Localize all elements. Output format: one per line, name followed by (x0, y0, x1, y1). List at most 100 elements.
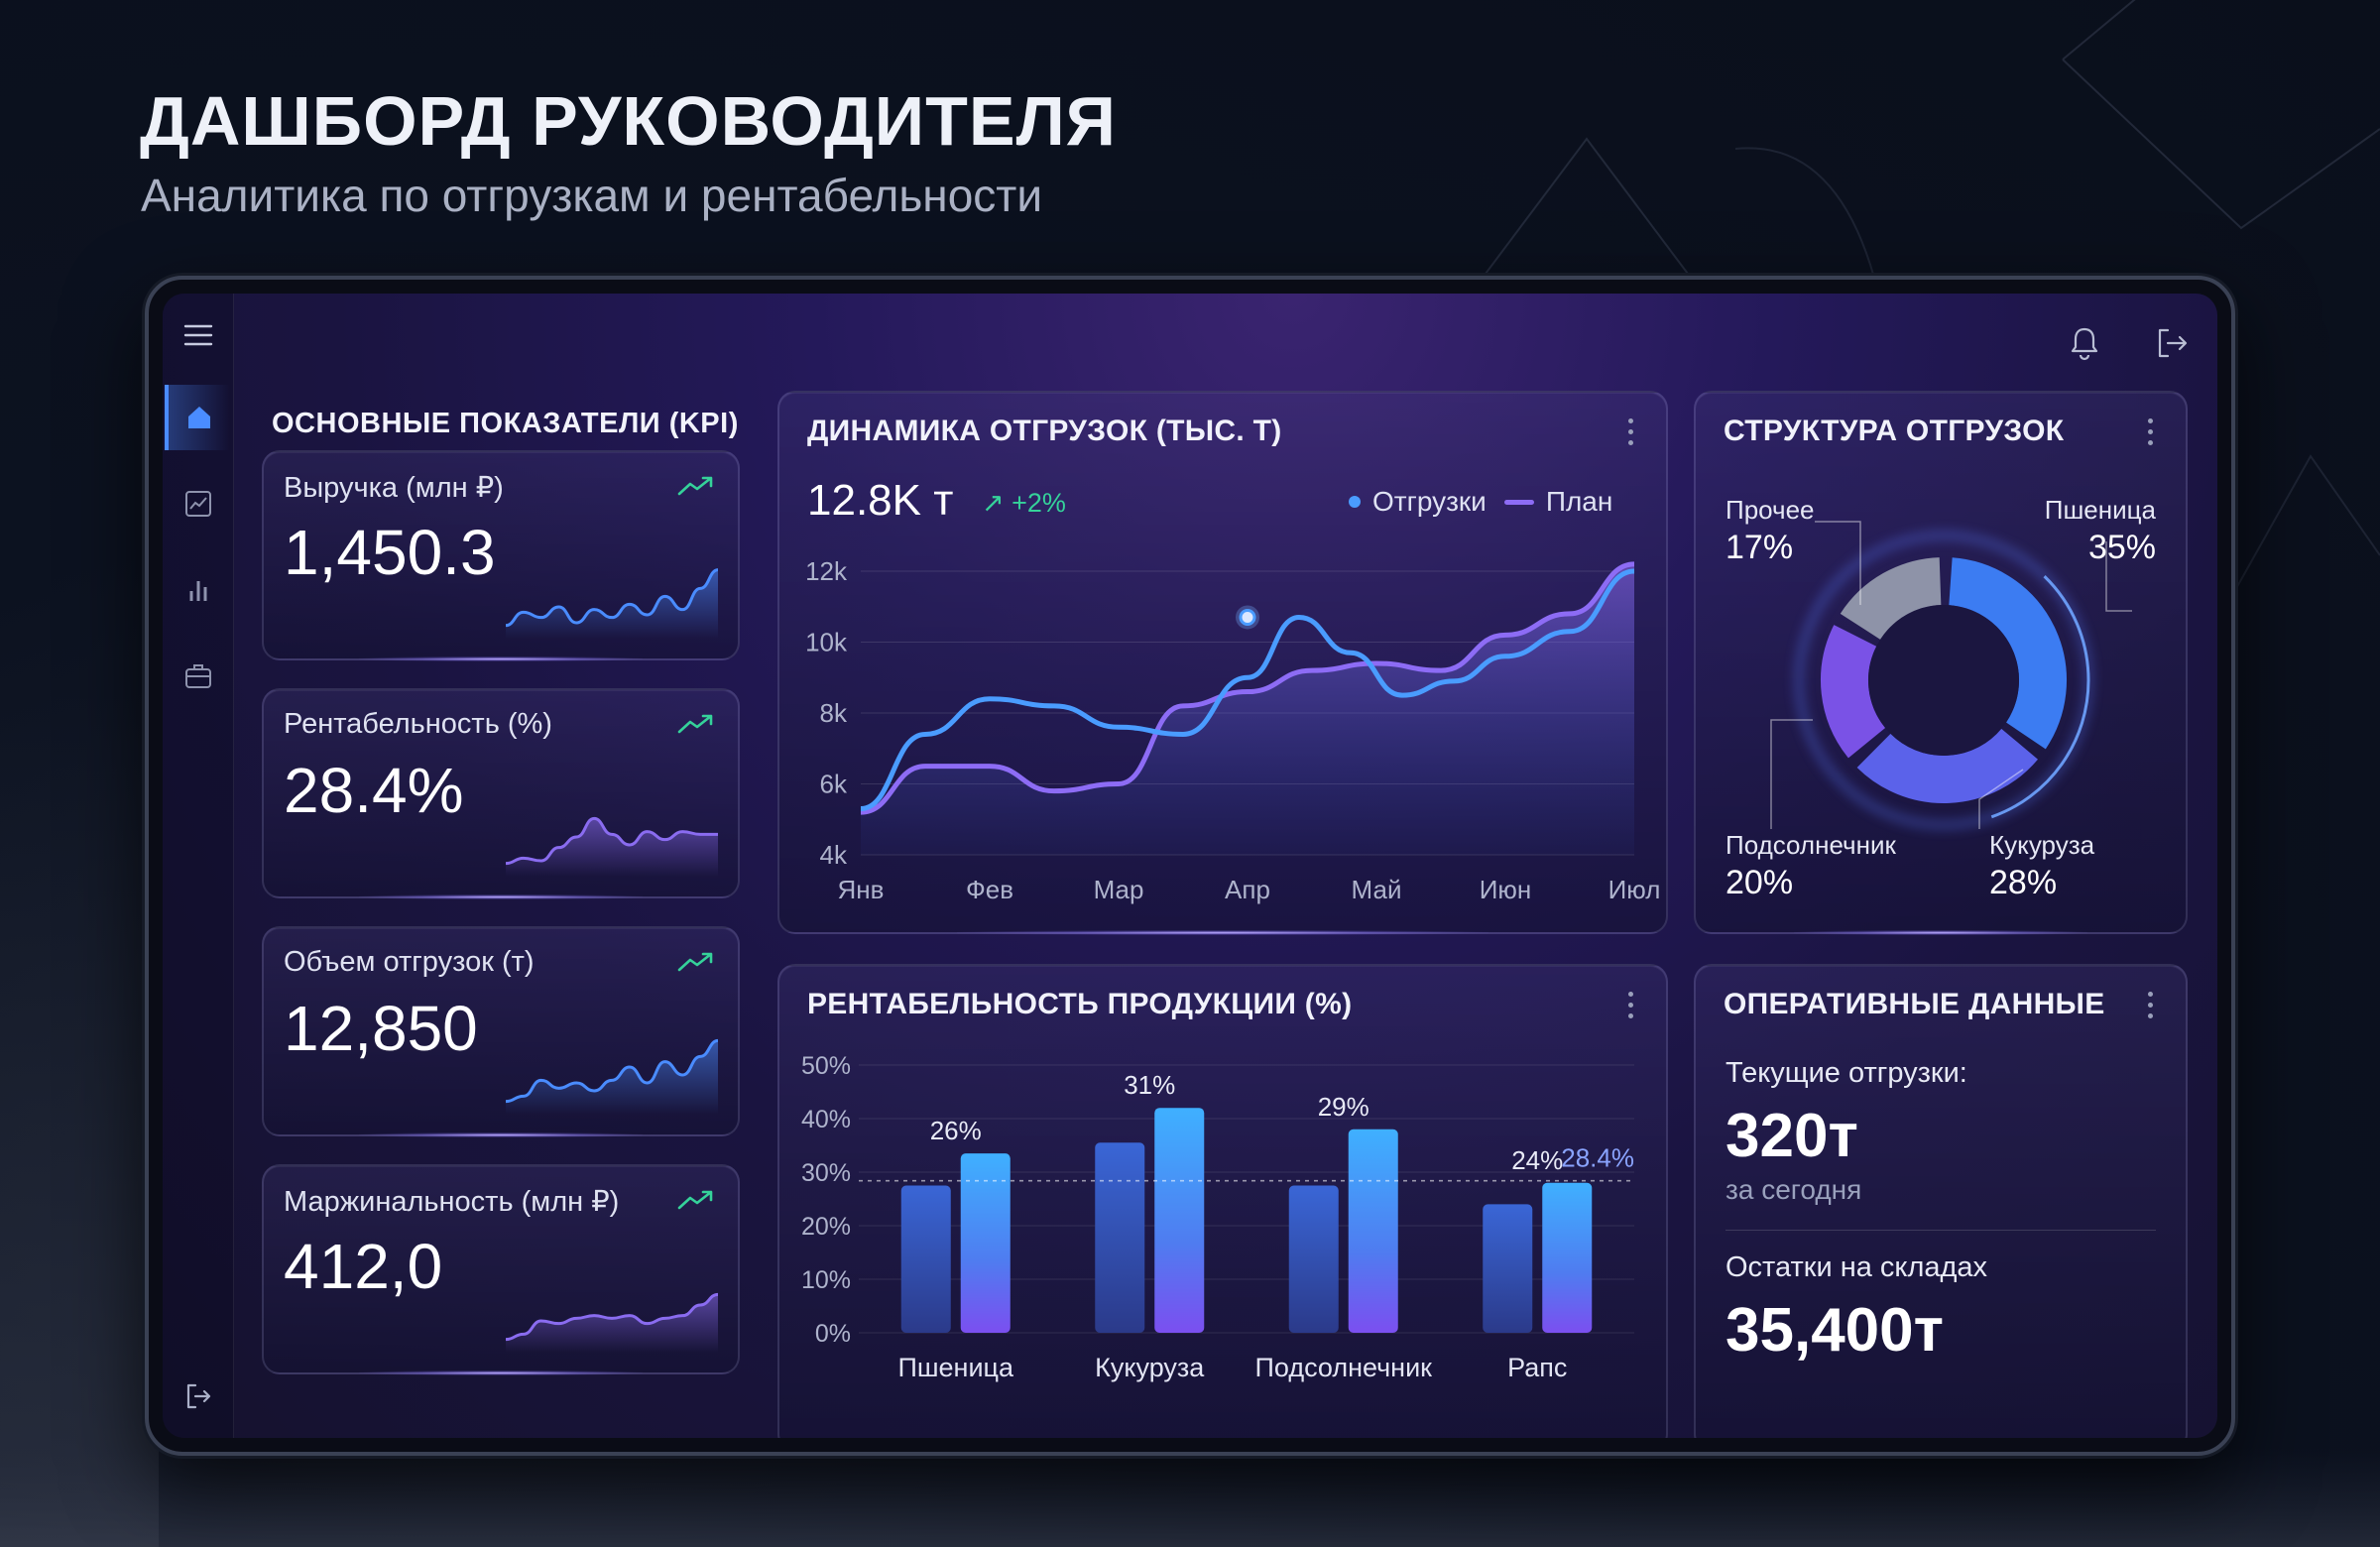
shipments-more-icon[interactable] (1628, 418, 1634, 446)
sidebar-item-portfolio[interactable] (177, 654, 220, 698)
device-frame: ОСНОВНЫЕ ПОКАЗАТЕЛИ (KPI) Выручка (млн ₽… (145, 276, 2235, 1456)
plan-area (861, 563, 1634, 855)
donut-segment[interactable] (1821, 625, 1886, 759)
sparkline-line (506, 816, 718, 866)
profitability-bar-chart: 0% 10% 20% 30% 40% 50% 26% Пшеница 31% Кукуруза 29… (801, 1052, 1634, 1382)
trend-up-icon (677, 1190, 713, 1210)
bar[interactable] (960, 1153, 1011, 1333)
donut-segment[interactable] (1948, 557, 2067, 750)
ops-current-label: Текущие отгрузки: (1726, 1057, 1967, 1089)
ops-divider (1726, 1230, 2156, 1231)
y-tick-label: 0% (815, 1320, 851, 1348)
segment-name-wheat: Пшеница (2044, 495, 2156, 525)
y-tick-label: 40% (801, 1106, 851, 1133)
y-tick-label: 50% (801, 1052, 851, 1080)
highlight-point[interactable] (1239, 608, 1256, 626)
leader-line (2105, 541, 2132, 612)
y-tick-label: 20% (801, 1213, 851, 1241)
segment-name-other: Прочее (1726, 495, 1815, 525)
y-tick-label: 6k (820, 770, 848, 799)
ops-more-icon[interactable] (2148, 992, 2154, 1019)
ops-panel: ОПЕРАТИВНЫЕ ДАННЫЕ Текущие отгрузки: 320… (1694, 964, 2188, 1438)
kpi-card[interactable]: Рентабельность (%) 28.4% (262, 688, 740, 899)
sparkline-area (506, 1040, 718, 1115)
x-tick-label: Подсолнечник (1255, 1353, 1433, 1382)
sidebar-item-analytics[interactable] (177, 482, 220, 526)
segment-label-sunflower: Подсолнечник 20% (1726, 829, 1896, 903)
profitability-panel: РЕНТАБЕЛЬНОСТЬ ПРОДУКЦИИ (%) 0% 10% 20% 30%… (777, 964, 1668, 1438)
bar[interactable] (1288, 1185, 1339, 1334)
line-chart-icon (185, 491, 211, 517)
notifications-button[interactable] (2065, 323, 2104, 363)
ops-stock-value: 35,400т (1726, 1296, 1944, 1365)
x-tick-label: Пшеница (897, 1353, 1014, 1382)
x-tick-label: Мар (1094, 875, 1144, 904)
structure-donut-chart (1770, 521, 2132, 829)
y-tick-label: 10k (805, 628, 848, 657)
kpi-card[interactable]: Объем отгрузок (т) 12,850 (262, 926, 740, 1137)
ops-title: ОПЕРАТИВНЫЕ ДАННЫЕ (1724, 988, 2105, 1020)
bar[interactable] (1483, 1204, 1533, 1333)
sparkline-line (506, 1038, 718, 1104)
x-tick-label: Июн (1480, 875, 1532, 904)
dashboard-screen: ОСНОВНЫЕ ПОКАЗАТЕЛИ (KPI) Выручка (млн ₽… (163, 294, 2217, 1438)
leader-line (1770, 719, 1813, 829)
ops-current-value: 320т (1726, 1102, 1858, 1170)
bar[interactable] (900, 1185, 951, 1334)
trend-up-icon (677, 476, 713, 496)
sparkline-line (506, 1292, 718, 1342)
shipments-total: 12.8K т (807, 476, 954, 525)
trend-up-icon (677, 714, 713, 734)
segment-label-other: Прочее 17% (1726, 494, 1815, 568)
kpi-section-title: ОСНОВНЫЕ ПОКАЗАТЕЛИ (KPI) (272, 408, 739, 439)
card-glow (358, 1370, 644, 1375)
sidebar-logout-button[interactable] (177, 1374, 220, 1418)
kpi-sparkline (506, 1038, 718, 1115)
segment-pct-wheat: 35% (2087, 528, 2156, 566)
card-glow (358, 894, 644, 899)
y-tick-label: 4k (820, 840, 848, 870)
ops-current-sub: за сегодня (1726, 1174, 1862, 1205)
sparkline-area (506, 1294, 718, 1353)
legend-line-icon (1503, 499, 1534, 505)
profitability-more-icon[interactable] (1628, 992, 1634, 1019)
legend-label-plan: План (1545, 486, 1613, 517)
reference-label: 28.4% (1561, 1143, 1634, 1173)
sidebar-item-home[interactable] (165, 385, 230, 450)
segment-name-corn: Кукуруза (1989, 830, 2095, 860)
bar-value-label: 26% (930, 1116, 982, 1145)
bar[interactable] (1348, 1129, 1398, 1333)
y-tick-label: 30% (801, 1159, 851, 1187)
hamburger-menu-icon[interactable] (177, 313, 220, 357)
profitability-title: РЕНТАБЕЛЬНОСТЬ ПРОДУКЦИИ (%) (807, 988, 1353, 1020)
sidebar-item-reports[interactable] (177, 568, 220, 612)
x-tick-label: Кукуруза (1095, 1353, 1205, 1382)
x-tick-label: Апр (1225, 875, 1270, 904)
top-logout-button[interactable] (2152, 323, 2192, 363)
bar[interactable] (1095, 1142, 1145, 1333)
trend-up-icon (677, 952, 713, 972)
bell-icon (2071, 327, 2098, 361)
donut-segment[interactable] (1856, 728, 2038, 803)
kpi-value: 412,0 (284, 1231, 443, 1302)
donut-outer-arc (1797, 534, 2090, 827)
segment-pct-other: 17% (1726, 528, 1794, 566)
leader-line (1815, 521, 1861, 605)
x-tick-label: Фев (966, 875, 1013, 904)
kpi-label: Выручка (млн ₽) (284, 472, 504, 504)
bar-chart-icon (189, 581, 207, 601)
bar[interactable] (1542, 1182, 1593, 1333)
kpi-label: Объем отгрузок (т) (284, 946, 535, 978)
y-tick-label: 12k (805, 556, 848, 586)
kpi-card[interactable]: Маржинальность (млн ₽) 412,0 (262, 1164, 740, 1375)
structure-more-icon[interactable] (2148, 418, 2154, 446)
y-tick-label: 10% (801, 1266, 851, 1294)
donut-hole (1868, 605, 2019, 756)
x-tick-label: Янв (838, 875, 885, 904)
card-glow (1793, 930, 2088, 935)
kpi-card[interactable]: Выручка (млн ₽) 1,450.3 (262, 450, 740, 661)
logout-icon (186, 1383, 211, 1409)
bar[interactable] (1154, 1108, 1205, 1333)
donut-segment[interactable] (1840, 557, 1943, 641)
structure-panel: СТРУКТУРА ОТГРУЗОК Прочее 17% Пшеница 35% … (1694, 391, 2188, 935)
